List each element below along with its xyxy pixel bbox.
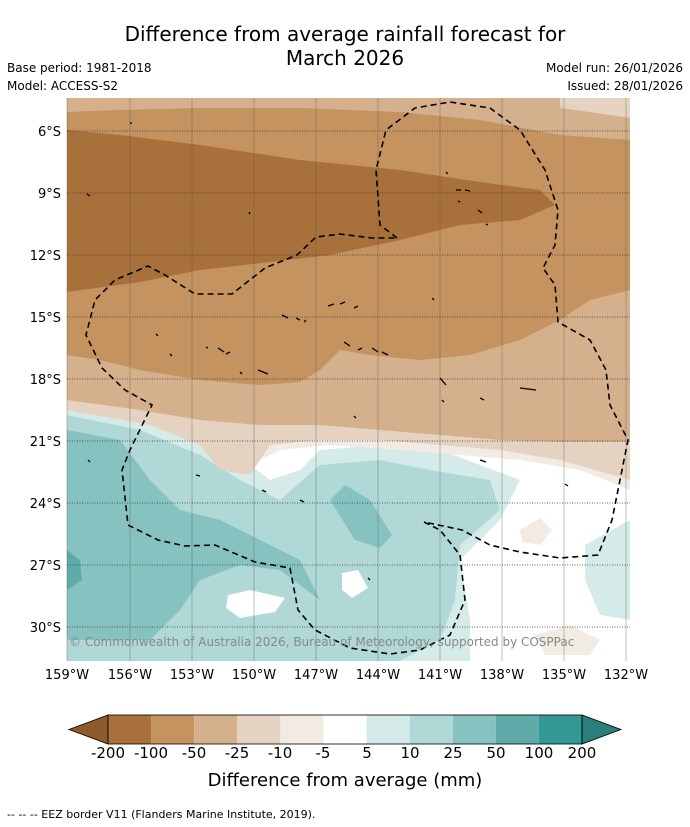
lat-label: 6°S <box>38 125 61 140</box>
lon-label: 156°W <box>108 668 152 683</box>
colorbar <box>67 714 623 745</box>
colorbar-tick: -5 <box>315 744 331 762</box>
model-run: Model run: 26/01/2026 <box>545 61 683 75</box>
colorbar-tick: 50 <box>486 744 506 762</box>
colorbar-segment <box>452 715 496 744</box>
lat-label: 9°S <box>38 187 61 202</box>
title-line-2: March 2026 <box>285 46 405 70</box>
issued-date: Issued: 28/01/2026 <box>567 79 683 93</box>
colorbar-tick: 200 <box>567 744 597 762</box>
colorbar-segment <box>108 715 152 744</box>
colorbar-tick: 100 <box>524 744 554 762</box>
colorbar-tick: 25 <box>443 744 463 762</box>
lat-label: 15°S <box>30 311 61 326</box>
meta-left: Base period: 1981-2018 Model: ACCESS-S2 <box>7 59 152 95</box>
meta-right: Model run: 26/01/2026 Issued: 28/01/2026 <box>546 59 683 95</box>
colorbar-segment <box>409 715 453 744</box>
lat-label: 18°S <box>30 373 61 388</box>
lon-label: 147°W <box>294 668 338 683</box>
colorbar-tick: -10 <box>267 744 293 762</box>
copyright-text: © Commonwealth of Australia 2026, Bureau… <box>69 635 574 649</box>
eez-border <box>85 101 629 655</box>
base-period: Base period: 1981-2018 <box>7 61 152 75</box>
colorbar-segment <box>495 715 539 744</box>
colorbar-extend-high <box>581 714 623 745</box>
lat-label: 12°S <box>30 249 61 264</box>
model-name: Model: ACCESS-S2 <box>7 79 119 93</box>
colorbar-tick: 10 <box>400 744 420 762</box>
colorbar-tick: -100 <box>133 744 169 762</box>
colorbar-segment <box>538 715 582 744</box>
title-line-1: Difference from average rainfall forecas… <box>124 22 566 46</box>
lat-label: 24°S <box>30 497 61 512</box>
colorbar-segment <box>280 715 324 744</box>
fill-se-brown-light <box>520 518 600 655</box>
fill-north-lighter <box>560 98 630 118</box>
lat-label: 30°S <box>30 621 61 636</box>
colorbar-extend-low <box>67 714 109 745</box>
fill-east-lightteal <box>585 520 630 620</box>
lon-label: 153°W <box>170 668 214 683</box>
fill-minus100 <box>67 130 555 292</box>
lon-label: 159°W <box>45 668 89 683</box>
lon-label: 141°W <box>418 668 462 683</box>
fill-50-100-east <box>330 485 392 548</box>
colorbar-segment <box>366 715 410 744</box>
colorbar-segment <box>194 715 238 744</box>
fill-white-holes <box>226 570 368 618</box>
fill-north-light <box>67 98 630 140</box>
lon-label: 132°W <box>604 668 648 683</box>
lon-gridlines <box>66 98 627 661</box>
lon-label: 144°W <box>356 668 400 683</box>
colorbar-ticks: -200 -100 -50 -25 -10 -5 5 10 25 50 100 … <box>0 744 690 766</box>
colorbar-label: Difference from average (mm) <box>207 770 483 791</box>
contour-fills <box>67 98 630 661</box>
colorbar-frame <box>107 714 583 745</box>
fill-southwest-dark <box>67 550 82 590</box>
colorbar-tick: 5 <box>362 744 372 762</box>
islands <box>86 122 569 581</box>
colorbar-segment <box>323 715 367 744</box>
colorbar-segment <box>151 715 195 744</box>
lon-label: 135°W <box>542 668 586 683</box>
colorbar-segment <box>237 715 281 744</box>
lat-label: 21°S <box>30 435 61 450</box>
lon-axis: 159°W 156°W 153°W 150°W 147°W 144°W 141°… <box>45 668 648 683</box>
colorbar-tick: -50 <box>181 744 207 762</box>
lon-label: 150°W <box>232 668 276 683</box>
lat-axis: 6°S 9°S 12°S 15°S 18°S 21°S 24°S 27°S 30… <box>30 125 61 636</box>
colorbar-tick: -200 <box>90 744 126 762</box>
colorbar-tick: -25 <box>224 744 250 762</box>
eez-footnote: -- -- -- EEZ border V11 (Flanders Marine… <box>7 808 316 821</box>
lat-label: 27°S <box>30 559 61 574</box>
map-title: Difference from average rainfall forecas… <box>0 22 690 70</box>
lon-label: 138°W <box>480 668 524 683</box>
